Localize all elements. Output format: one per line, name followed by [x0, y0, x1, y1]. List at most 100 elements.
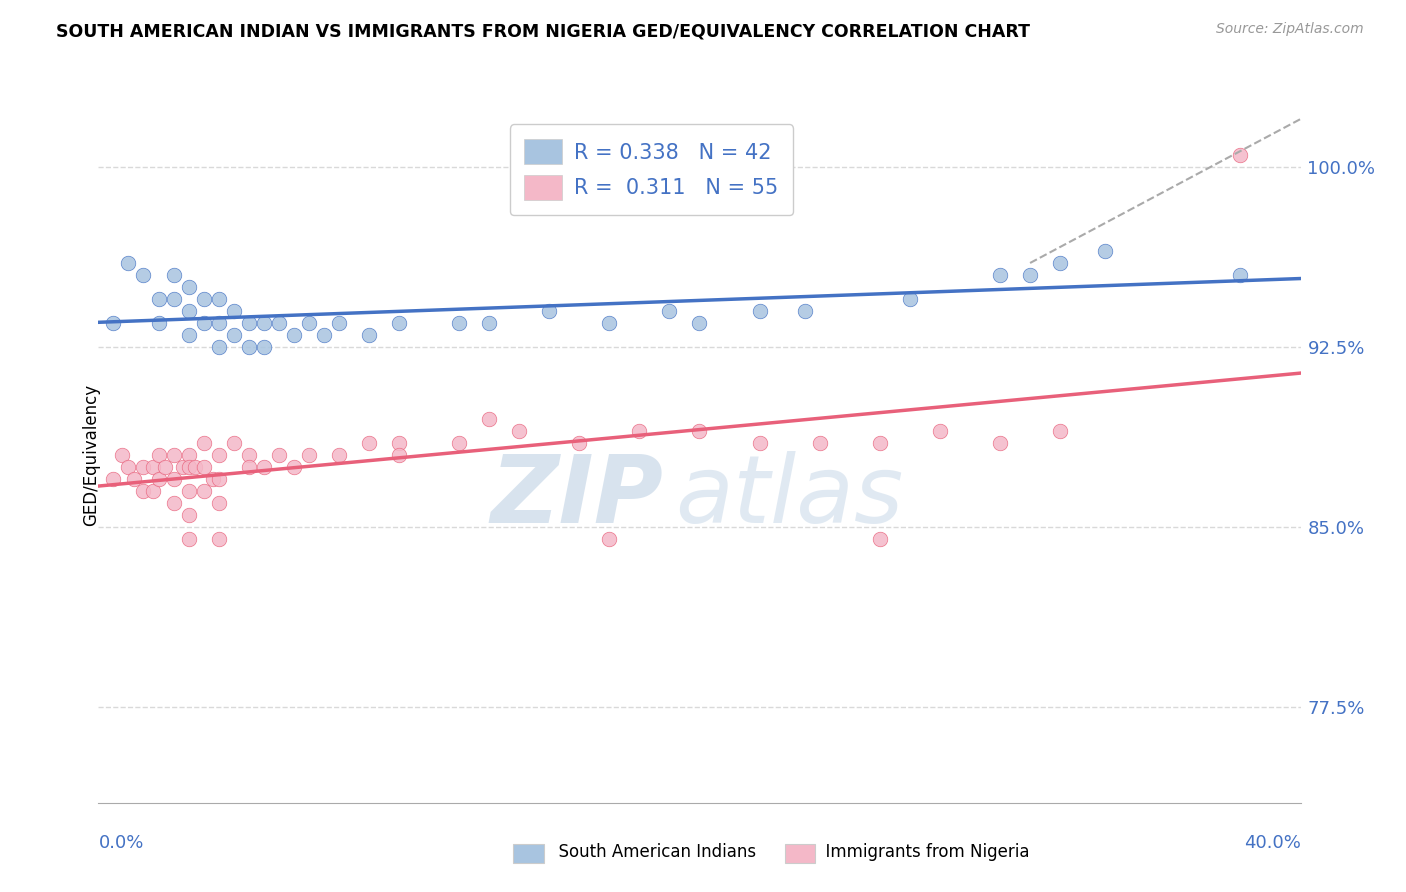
Point — [388, 316, 411, 330]
Point — [1229, 268, 1251, 282]
Point — [568, 436, 591, 450]
Point — [357, 328, 380, 343]
Point — [298, 448, 321, 462]
Point — [598, 532, 620, 546]
Point — [208, 496, 231, 510]
Point — [267, 448, 290, 462]
Point — [267, 316, 290, 330]
Point — [298, 316, 321, 330]
Point — [208, 448, 231, 462]
Point — [162, 448, 184, 462]
Point — [111, 448, 134, 462]
Point — [447, 316, 470, 330]
Point — [689, 316, 711, 330]
Point — [208, 340, 231, 354]
Point — [929, 424, 952, 438]
Point — [132, 483, 155, 498]
Point — [208, 292, 231, 306]
Point — [222, 304, 245, 318]
Point — [538, 304, 561, 318]
Point — [148, 448, 170, 462]
Point — [447, 436, 470, 450]
Point — [988, 268, 1011, 282]
Point — [132, 459, 155, 474]
Point — [598, 316, 620, 330]
Point — [222, 436, 245, 450]
Point — [177, 508, 200, 522]
Point — [208, 316, 231, 330]
Point — [153, 459, 176, 474]
Point — [193, 292, 215, 306]
Point — [1049, 424, 1071, 438]
Point — [238, 316, 260, 330]
Point — [328, 448, 350, 462]
Point — [253, 459, 276, 474]
Point — [148, 292, 170, 306]
Point — [793, 304, 815, 318]
Point — [177, 483, 200, 498]
Point — [117, 256, 139, 270]
Point — [238, 448, 260, 462]
Point — [283, 328, 305, 343]
Text: SOUTH AMERICAN INDIAN VS IMMIGRANTS FROM NIGERIA GED/EQUIVALENCY CORRELATION CHA: SOUTH AMERICAN INDIAN VS IMMIGRANTS FROM… — [56, 22, 1031, 40]
Text: ZIP: ZIP — [491, 450, 664, 542]
Point — [162, 496, 184, 510]
Text: atlas: atlas — [675, 451, 904, 542]
Point — [283, 459, 305, 474]
Point — [388, 436, 411, 450]
Point — [162, 292, 184, 306]
Point — [628, 424, 651, 438]
Point — [222, 328, 245, 343]
Point — [103, 472, 125, 486]
Point — [388, 448, 411, 462]
Point — [238, 459, 260, 474]
Point — [177, 304, 200, 318]
Point — [253, 340, 276, 354]
Point — [253, 316, 276, 330]
Point — [988, 436, 1011, 450]
Point — [162, 268, 184, 282]
Point — [177, 448, 200, 462]
Point — [898, 292, 921, 306]
Point — [508, 424, 530, 438]
Point — [193, 459, 215, 474]
Point — [748, 304, 770, 318]
Point — [201, 472, 224, 486]
Point — [658, 304, 681, 318]
Point — [141, 483, 163, 498]
Point — [208, 472, 231, 486]
Point — [183, 459, 205, 474]
Point — [238, 340, 260, 354]
Point — [193, 316, 215, 330]
Text: Source: ZipAtlas.com: Source: ZipAtlas.com — [1216, 22, 1364, 37]
Point — [162, 472, 184, 486]
Point — [124, 472, 146, 486]
Legend: R = 0.338   N = 42, R =  0.311   N = 55: R = 0.338 N = 42, R = 0.311 N = 55 — [510, 124, 793, 215]
Text: 40.0%: 40.0% — [1244, 834, 1301, 852]
Point — [208, 532, 231, 546]
Point — [748, 436, 770, 450]
Point — [808, 436, 831, 450]
Point — [869, 436, 891, 450]
Point — [177, 280, 200, 294]
Point — [869, 532, 891, 546]
Point — [148, 316, 170, 330]
Point — [177, 532, 200, 546]
Point — [193, 436, 215, 450]
Point — [141, 459, 163, 474]
Point — [172, 459, 194, 474]
Text: Immigrants from Nigeria: Immigrants from Nigeria — [815, 843, 1031, 861]
Point — [193, 483, 215, 498]
Point — [689, 424, 711, 438]
Point — [478, 316, 501, 330]
Point — [478, 412, 501, 426]
Point — [1094, 244, 1116, 258]
Point — [1049, 256, 1071, 270]
Point — [357, 436, 380, 450]
Point — [132, 268, 155, 282]
Point — [117, 459, 139, 474]
Point — [1019, 268, 1042, 282]
Point — [328, 316, 350, 330]
Text: 0.0%: 0.0% — [98, 834, 143, 852]
Point — [177, 328, 200, 343]
